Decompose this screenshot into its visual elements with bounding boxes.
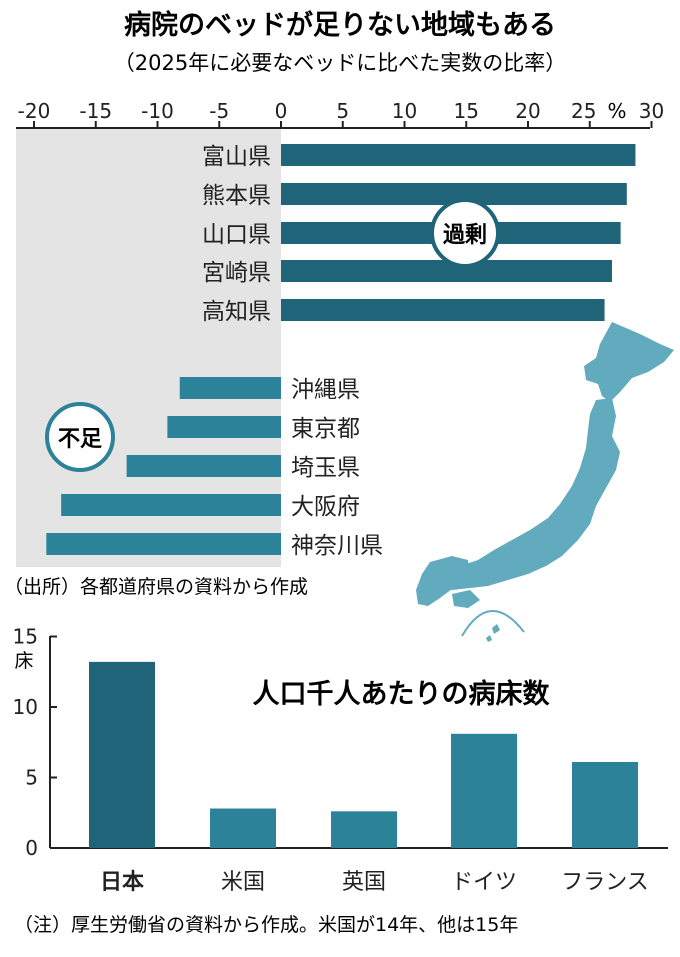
- country-bar: [451, 733, 517, 848]
- prefecture-label: 沖縄県: [291, 377, 360, 403]
- chart-title: 病院のベッドが足りない地域もある: [124, 9, 556, 41]
- prefecture-label: 富山県: [202, 144, 271, 170]
- country-label: 日本: [100, 870, 144, 895]
- source-note: （出所）各都道府県の資料から作成: [4, 576, 308, 598]
- prefecture-label: 高知県: [202, 299, 271, 325]
- y-tick-label: 10: [13, 695, 38, 719]
- y-tick-label: 0: [25, 836, 38, 860]
- surplus-bar: [281, 183, 627, 205]
- shortage-bar: [126, 455, 281, 477]
- y-tick-label: 5: [25, 766, 38, 790]
- japan-map: [416, 322, 674, 642]
- prefecture-label: 山口県: [202, 222, 271, 248]
- x-tick-label: -10: [141, 99, 174, 123]
- y-tick-label: 15: [13, 625, 38, 649]
- shortage-bar: [61, 494, 281, 516]
- x-tick-label: -20: [18, 99, 51, 123]
- x-tick-label: 30: [639, 99, 664, 123]
- map-inset-arc: [461, 610, 525, 637]
- x-tick-label: 20: [515, 99, 540, 123]
- x-tick-label: 10: [392, 99, 417, 123]
- shortage-label: 不足: [58, 427, 102, 452]
- country-label: 英国: [342, 870, 386, 895]
- prefecture-label: 東京都: [291, 416, 360, 442]
- shortage-badge: 不足: [45, 402, 115, 472]
- surplus-bar: [281, 144, 636, 166]
- prefecture-label: 大阪府: [291, 494, 360, 520]
- country-label: フランス: [561, 870, 649, 895]
- x-tick-label: 15: [454, 99, 479, 123]
- shortage-shade: [16, 128, 281, 567]
- shortage-bar: [46, 533, 281, 555]
- prefecture-label: 埼玉県: [291, 455, 360, 481]
- country-bar: [210, 808, 276, 848]
- x-tick-label: -15: [79, 99, 112, 123]
- shortage-bar: [179, 377, 281, 399]
- bed-unit-label: 床: [14, 650, 33, 672]
- shortage-bar: [167, 416, 281, 438]
- surplus-badge: 過剰: [430, 198, 500, 268]
- x-tick-label: 0: [275, 99, 288, 123]
- country-bar: [331, 811, 397, 848]
- footnote: （注）厚生労働省の資料から作成。米国が14年、他は15年: [14, 914, 518, 936]
- country-bar: [89, 661, 155, 848]
- beds-chart-title: 人口千人あたりの病床数: [253, 678, 551, 710]
- surplus-bar: [281, 299, 605, 321]
- surplus-label: 過剰: [443, 222, 487, 248]
- country-label: 米国: [221, 870, 265, 895]
- prefecture-label: 宮崎県: [202, 260, 271, 286]
- x-tick-label: -5: [209, 99, 229, 123]
- x-tick-label: 5: [336, 99, 349, 123]
- country-bar: [572, 761, 638, 848]
- percent-unit-label: %: [607, 99, 626, 123]
- x-tick-label: 25: [571, 99, 596, 123]
- prefecture-label: 熊本県: [202, 183, 271, 209]
- chart-subtitle: （2025年に必要なベッドに比べた実数の比率）: [114, 51, 566, 75]
- prefecture-label: 神奈川県: [291, 533, 383, 559]
- country-label: ドイツ: [451, 870, 517, 895]
- surplus-bar: [281, 260, 612, 282]
